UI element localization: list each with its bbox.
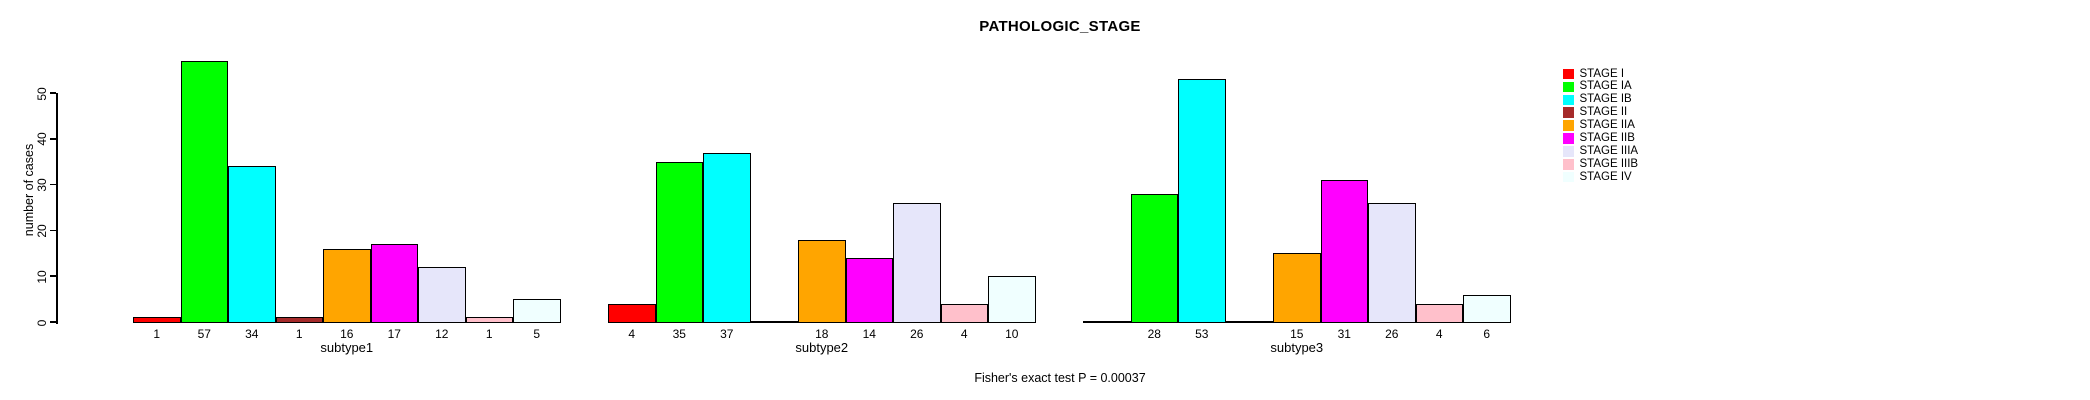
- stage-ia-color-swatch: [1563, 81, 1574, 93]
- bar-subtype1-stage-iiia: [418, 267, 466, 322]
- legend-item-stage-iia: STAGE IIA: [1563, 119, 1635, 132]
- bar-subtype1-stage-iib: [370, 244, 418, 322]
- y-axis-tick-label: 40: [35, 132, 49, 146]
- stage-iia-color-swatch: [1563, 120, 1574, 131]
- bar-subtype3-stage-iv: [1463, 294, 1511, 322]
- y-axis-tick-label: 20: [35, 224, 49, 238]
- bar-subtype2-stage-iv: [988, 276, 1036, 322]
- legend-item-stage-ii: STAGE II: [1563, 106, 1627, 119]
- y-axis-label: number of cases: [22, 143, 36, 237]
- bar-subtype2-stage-iiib: [940, 303, 988, 322]
- bar-subtype2-stage-ib: [703, 152, 751, 322]
- stage-iv-color-swatch: [1563, 171, 1574, 183]
- stage-iiia-color-swatch: [1563, 146, 1574, 157]
- bar-value-label: 1: [295, 327, 303, 341]
- bar-value-label: 57: [197, 327, 211, 341]
- x-axis-label-subtype1: subtype1: [320, 340, 374, 355]
- bar-subtype1-stage-i: [133, 317, 181, 322]
- bar-value-label: 18: [815, 327, 829, 341]
- bar-subtype3-stage-ib: [1178, 79, 1226, 322]
- bar-subtype1-stage-ii: [275, 317, 323, 322]
- bar-value-label: 4: [1435, 327, 1443, 341]
- legend-item-stage-iv: STAGE IV: [1563, 171, 1632, 184]
- bar-value-label: 34: [245, 327, 259, 341]
- stage-ib-color-swatch: [1563, 94, 1574, 106]
- legend-label: STAGE II: [1579, 106, 1628, 119]
- stage-iiib-color-swatch: [1563, 159, 1574, 170]
- bar-subtype3-stage-iiia: [1368, 202, 1416, 322]
- legend-item-stage-iiib: STAGE IIIB: [1563, 158, 1638, 171]
- stage-ii-color-swatch: [1563, 107, 1574, 118]
- bar-subtype1-stage-iiib: [465, 317, 513, 322]
- legend-item-stage-iiia: STAGE IIIA: [1563, 145, 1638, 158]
- bar-subtype3-stage-ia: [1130, 193, 1178, 322]
- bar-value-label: 4: [960, 327, 968, 341]
- bar-subtype2-stage-ia: [655, 161, 703, 322]
- legend-label: STAGE I: [1579, 67, 1625, 80]
- legend-item-stage-i: STAGE I: [1563, 68, 1624, 81]
- bar-value-label: 4: [628, 327, 636, 341]
- bar-value-label: 35: [672, 327, 686, 341]
- bar-subtype1-stage-ia: [180, 60, 228, 322]
- x-axis-label-subtype3: subtype3: [1270, 340, 1324, 355]
- legend-label: STAGE IV: [1579, 170, 1632, 183]
- bar-value-label: 28: [1147, 327, 1161, 341]
- bar-value-label: 12: [435, 327, 449, 341]
- bar-value-label: 37: [720, 327, 734, 341]
- y-axis-tick: [49, 183, 56, 186]
- chart-title: PATHOLOGIC_STAGE: [979, 18, 1141, 35]
- y-axis-tick-label: 30: [35, 178, 49, 192]
- y-axis-tick: [49, 138, 56, 140]
- x-axis-label-subtype2: subtype2: [795, 340, 849, 355]
- x-axis-line-subtype3: [1083, 321, 1511, 323]
- y-axis-tick-label: 0: [35, 319, 49, 326]
- bar-value-label: 14: [862, 327, 876, 341]
- stage-i-color-swatch: [1563, 68, 1574, 80]
- bar-value-label: 26: [1385, 327, 1399, 341]
- legend-item-stage-iib: STAGE IIB: [1563, 132, 1635, 145]
- legend-label: STAGE IIB: [1579, 132, 1635, 144]
- legend-label: STAGE IIIA: [1579, 144, 1639, 157]
- x-axis-line-subtype1: [133, 321, 561, 323]
- bar-value-label: 5: [533, 327, 541, 341]
- y-axis-tick-label: 50: [35, 86, 49, 101]
- legend-label: STAGE IB: [1579, 93, 1632, 106]
- y-axis-tick-label: 10: [35, 270, 49, 284]
- y-axis-tick: [49, 229, 56, 232]
- bar-subtype2-stage-i: [608, 303, 656, 322]
- y-axis-line: [56, 93, 58, 324]
- bar-subtype3-stage-iiib: [1415, 303, 1463, 322]
- legend-item-stage-ia: STAGE IA: [1563, 80, 1632, 93]
- legend-label: STAGE IIIB: [1579, 157, 1639, 170]
- bar-value-label: 17: [387, 327, 401, 341]
- legend-label: STAGE IA: [1579, 80, 1632, 93]
- x-axis-line-subtype2: [608, 321, 1036, 323]
- bar-value-label: 26: [910, 327, 924, 341]
- bar-subtype1-stage-ib: [228, 166, 276, 322]
- stage-iib-color-swatch: [1563, 133, 1574, 144]
- y-axis-tick: [49, 92, 56, 94]
- legend-label: STAGE IIA: [1579, 119, 1635, 132]
- bar-value-label: 16: [340, 327, 354, 341]
- bar-value-label: 1: [153, 327, 161, 341]
- fisher-test-annotation: Fisher's exact test P = 0.00037: [974, 371, 1146, 385]
- bar-value-label: 31: [1337, 327, 1351, 341]
- y-axis-tick: [49, 275, 56, 277]
- bar-subtype1-stage-iv: [513, 299, 561, 322]
- bar-subtype2-stage-iiia: [893, 202, 941, 322]
- bar-value-label: 6: [1483, 327, 1491, 341]
- bar-value-label: 15: [1290, 327, 1304, 341]
- legend-item-stage-ib: STAGE IB: [1563, 93, 1632, 106]
- bar-subtype2-stage-iib: [845, 257, 893, 322]
- bar-subtype3-stage-iib: [1320, 180, 1368, 322]
- bar-subtype1-stage-iia: [323, 248, 371, 322]
- bar-value-label: 1: [485, 327, 493, 341]
- bar-value-label: 10: [1005, 327, 1019, 341]
- bar-subtype3-stage-iia: [1273, 253, 1321, 322]
- bar-subtype2-stage-iia: [798, 239, 846, 322]
- bar-value-label: 53: [1195, 327, 1209, 341]
- y-axis-tick: [49, 321, 56, 323]
